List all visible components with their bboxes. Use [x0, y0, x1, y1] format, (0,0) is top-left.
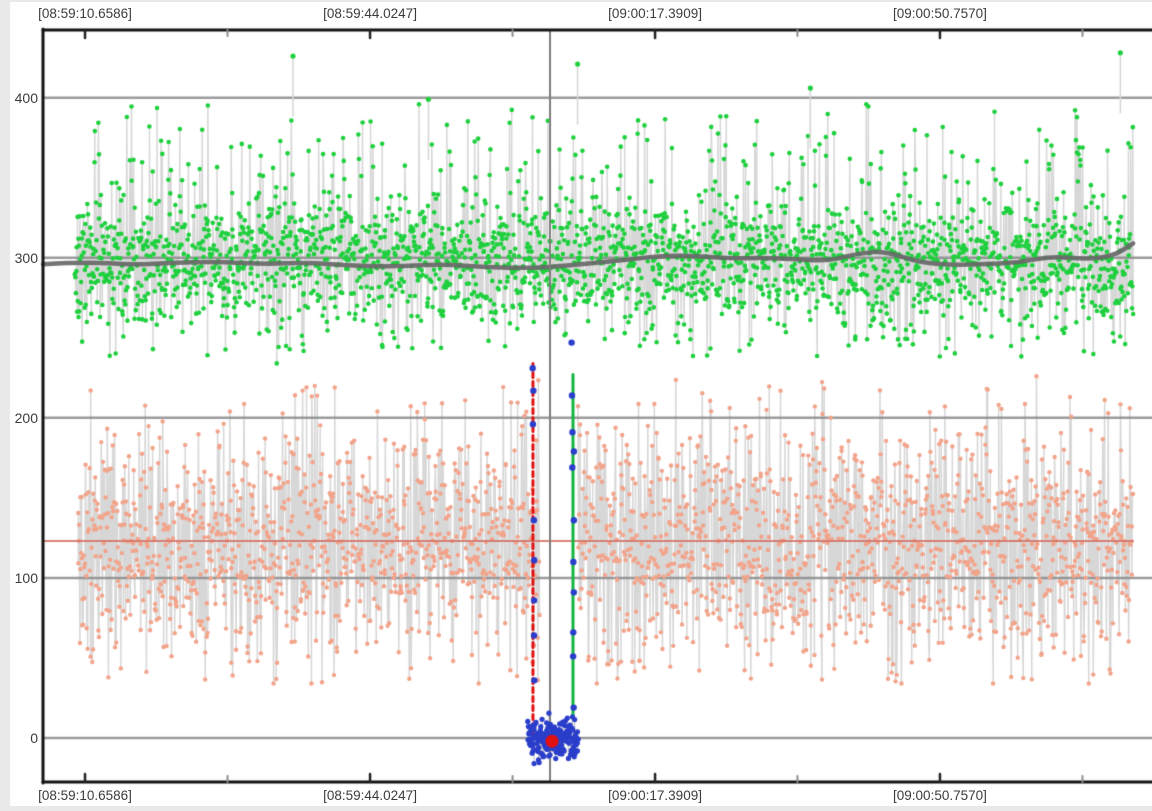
x-tick-label-top: [08:59:44.0247]: [323, 6, 417, 21]
y-tick-label: 0: [30, 730, 38, 746]
x-tick-label-top: [09:00:17.3909]: [608, 6, 702, 21]
x-tick-label-top: [08:59:10.6586]: [38, 6, 132, 21]
y-tick-label: 200: [14, 409, 38, 426]
y-tick-label: 100: [14, 569, 38, 586]
x-tick-label-top: [09:00:50.7570]: [893, 6, 987, 21]
x-tick-label-bottom: [09:00:17.3909]: [608, 788, 702, 803]
x-tick-label-bottom: [08:59:44.0247]: [323, 788, 417, 803]
x-tick-label-bottom: [09:00:50.7570]: [893, 788, 987, 803]
x-tick-label-bottom: [08:59:10.6586]: [38, 788, 132, 803]
y-tick-label: 400: [14, 89, 38, 106]
y-tick-label: 300: [14, 249, 38, 266]
